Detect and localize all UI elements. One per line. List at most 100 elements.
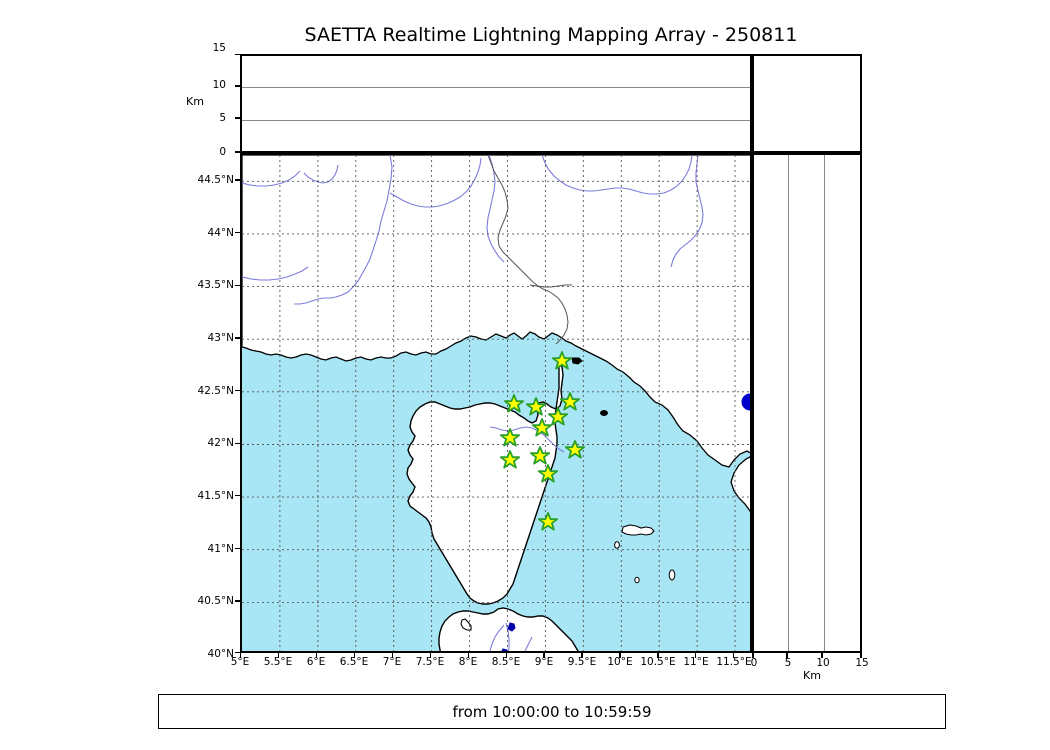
xtick-right-5: 5	[784, 657, 792, 669]
tickmark-lon-9.5	[581, 653, 583, 658]
ytick-lat-41: 41°N	[207, 543, 234, 555]
marker-blue-dot	[741, 393, 750, 411]
ytick-top-15: 15	[212, 42, 226, 54]
ytick-lat-44.5: 44.5°N	[197, 174, 234, 186]
tickmark-lon-6	[315, 653, 318, 658]
tickmark-lon-11.5	[733, 653, 735, 658]
ytick-top-10: 10	[212, 79, 226, 91]
tickmark-right-5	[786, 653, 788, 658]
xtick-lon-10: 10°E	[607, 656, 633, 668]
gridlines-layer	[242, 155, 750, 651]
rivers-sardinia	[489, 622, 533, 651]
tickmark-lon-10.5	[657, 653, 659, 658]
admin-borders	[487, 155, 572, 345]
time-range-text: from 10:00:00 to 10:59:59	[452, 702, 652, 721]
tickmark-lat-43.5	[235, 284, 240, 286]
ytick-lat-42: 42°N	[207, 437, 234, 449]
islet-3	[668, 569, 676, 581]
xtick-lon-6.5: 6.5°E	[339, 656, 369, 668]
tickmark-lat-42.5	[235, 389, 240, 392]
landmass-mainland	[242, 155, 750, 468]
tickmark-lon-8.5	[505, 653, 507, 658]
ytick-lat-43: 43°N	[207, 332, 234, 344]
islet-capraia	[571, 357, 583, 365]
tickmark-lon-9	[543, 653, 545, 658]
ytick-lat-41.5: 41.5°N	[197, 490, 234, 502]
xtick-lon-7.5: 7.5°E	[415, 656, 445, 668]
xtick-lon-8: 8°E	[458, 656, 478, 668]
tickmark-lat-44	[235, 231, 240, 234]
tickmark-lon-8	[467, 653, 469, 658]
gridline-km-5	[787, 155, 789, 651]
lake-sardinia-1	[507, 622, 516, 632]
border-region-1	[529, 284, 572, 288]
xtick-lon-9.5: 9.5°E	[567, 656, 597, 668]
tickmark-lat-44.5	[235, 179, 240, 181]
ytick-lat-40.5: 40.5°N	[197, 595, 234, 607]
ytick-lat-40: 40°N	[207, 648, 234, 660]
tickmark-top-5	[235, 117, 240, 119]
time-range-box: from 10:00:00 to 10:59:59	[158, 694, 946, 729]
ytick-lat-43.5: 43.5°N	[197, 279, 234, 291]
xtick-right-0: 0	[750, 657, 758, 669]
landmass-italy-east	[730, 456, 750, 513]
tickmark-lon-6.5	[353, 653, 356, 658]
river-rhone	[294, 155, 393, 305]
xtick-lon-5.5: 5.5°E	[263, 656, 293, 668]
river-sardinia-1	[505, 622, 510, 651]
rivers-layer	[242, 155, 704, 305]
tickmark-lon-7.5	[429, 653, 431, 658]
xtick-lon-7: 7°E	[382, 656, 402, 668]
xtick-right-10: 10	[816, 657, 830, 669]
river-secondary-2	[242, 170, 301, 187]
tickmark-lat-43	[235, 337, 240, 339]
map-svg	[242, 155, 750, 651]
tickmark-lat-41.5	[235, 495, 240, 497]
tickmark-top-0	[235, 151, 240, 153]
tickmark-lon-10	[619, 653, 621, 658]
ytick-lat-42.5: 42.5°N	[197, 385, 234, 397]
ytick-top-5: 5	[219, 112, 226, 124]
xtick-right-15: 15	[855, 657, 869, 669]
xtick-lon-11.5: 11.5°E	[716, 656, 752, 668]
river-arno	[670, 155, 704, 268]
ytick-lat-44: 44°N	[207, 227, 234, 239]
axis-label-km-horizontal: Km	[803, 669, 821, 682]
xtick-lon-9: 9°E	[534, 656, 554, 668]
ytick-top-0: 0	[219, 146, 226, 158]
island-elba-shape	[621, 524, 655, 536]
corner-panel	[752, 54, 862, 153]
river-secondary-3	[242, 266, 309, 281]
river-sardinia-3	[524, 636, 533, 651]
river-sardinia-2	[489, 624, 505, 651]
map-panel[interactable]	[240, 153, 752, 653]
islet-4	[600, 410, 608, 416]
border-fr-it	[487, 155, 569, 345]
xtick-lon-5: 5°E	[230, 656, 250, 668]
tickmark-right-0	[752, 653, 754, 658]
tickmark-lat-40.5	[235, 600, 240, 602]
islet-2	[634, 576, 640, 584]
tickmark-right-15	[860, 653, 862, 658]
page-title: SAETTA Realtime Lightning Mapping Array …	[304, 24, 798, 46]
axis-label-km-vertical: Km	[186, 95, 204, 108]
river-secondary-1	[303, 164, 339, 184]
tickmark-lon-5.5	[277, 653, 280, 658]
gridline-km-10	[823, 155, 825, 651]
tickmark-right-10	[821, 653, 823, 658]
river-var	[486, 155, 505, 263]
tickmark-lat-41	[235, 547, 240, 550]
river-durance	[389, 157, 482, 208]
river-po	[541, 155, 693, 195]
tickmark-lon-7	[391, 653, 394, 658]
xtick-lon-6: 6°E	[306, 656, 326, 668]
tickmark-lon-11	[695, 653, 697, 658]
islet-1	[614, 541, 620, 549]
latitude-altitude-panel	[752, 153, 862, 653]
tickmark-lat-40	[235, 652, 240, 654]
tickmark-top-10	[235, 85, 240, 87]
tickmark-top-15	[235, 53, 240, 56]
xtick-lon-8.5: 8.5°E	[491, 656, 521, 668]
gridline-alt-10	[242, 87, 750, 89]
